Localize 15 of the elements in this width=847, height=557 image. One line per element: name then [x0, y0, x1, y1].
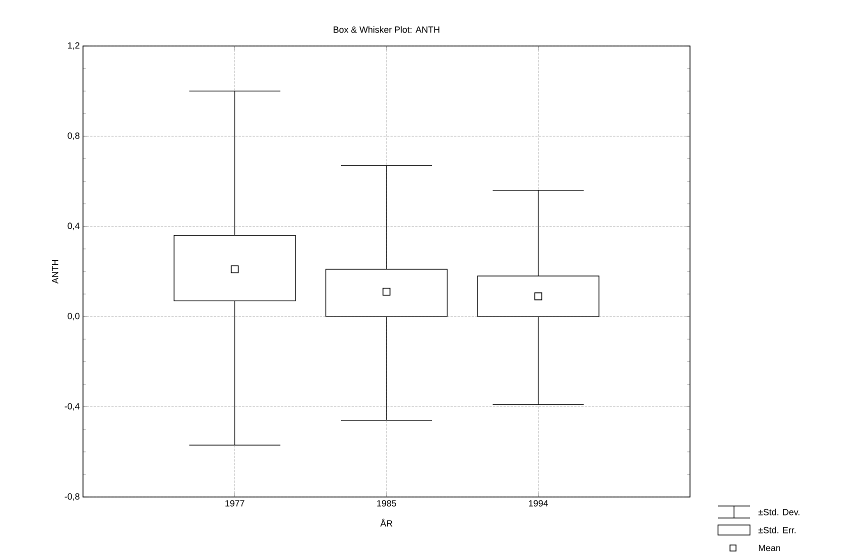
x-tick-label: 1994 — [528, 500, 548, 507]
x-axis-title: ÅR — [380, 518, 392, 527]
y-tick-label: -0,8 — [64, 493, 80, 501]
y-tick-label: -0,4 — [64, 403, 80, 410]
x-tick-label: 1985 — [377, 500, 396, 507]
text: ±Std. Err. — [758, 526, 796, 534]
y-tick-label: 0,8 — [68, 132, 80, 140]
chart-title: Box & Whisker Plot: ANTH — [334, 26, 440, 33]
y-tick-label: 1,2 — [68, 42, 80, 50]
y-tick-label: 0,4 — [68, 222, 80, 230]
text: Mean — [758, 544, 780, 552]
x-tick-label: 1977 — [225, 500, 244, 507]
y-axis-title: ANTH — [52, 260, 58, 284]
text: ±Std. Dev. — [758, 508, 800, 516]
y-tick-label: 0,0 — [68, 312, 80, 320]
